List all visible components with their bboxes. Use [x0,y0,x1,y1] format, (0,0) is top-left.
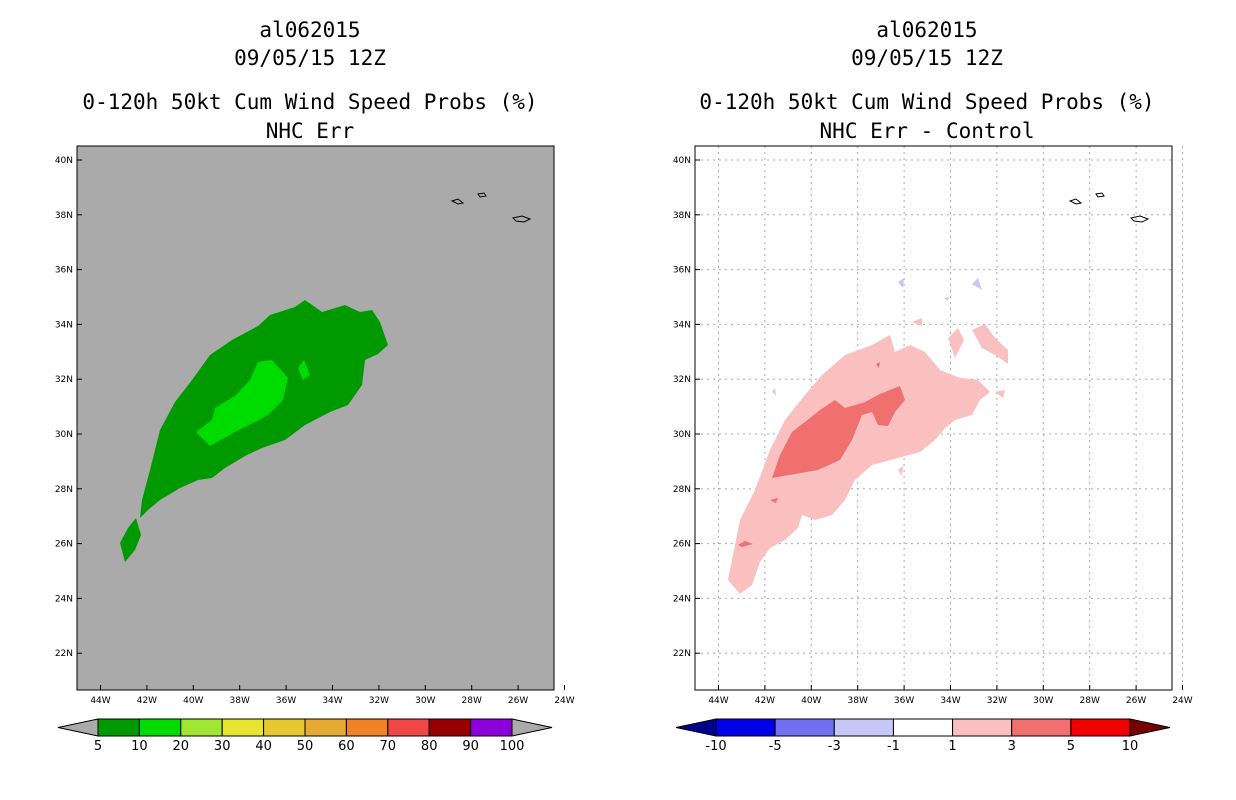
left-ytick-label: 26N [55,540,73,550]
left-xtick-label: 30W [415,696,435,706]
left-island-2 [477,192,487,198]
right-colorbar-swatch [1070,718,1131,737]
right-ytick-label: 26N [673,540,691,550]
left-xtick-label: 36W [276,696,296,706]
left-xtick-label: 24W [554,696,574,706]
right-colorbar-swatch [774,718,835,737]
right-xtick-label: 40W [801,696,821,706]
left-storm-id: al062015 [259,18,361,42]
left-colorbar-label: 10 [131,739,148,754]
left-island-1 [450,198,465,205]
right-map-frame [694,145,1173,691]
left-ytick-label: 30N [55,430,73,440]
right-xtick-label: 38W [848,696,868,706]
right-colorbar-swatch [892,718,954,737]
left-subtitle: NHC Err [265,119,355,143]
right-storm-id: al062015 [876,18,978,42]
right-xtick-label: 44W [708,696,728,706]
right-colorbar-label: 5 [1067,739,1075,754]
left-map-frame [76,145,555,691]
right-xtick-label: 42W [755,696,775,706]
left-colorbar-label: 100 [500,739,525,754]
right-ytick-label: 40N [673,156,691,166]
left-prob-contour-10 [196,360,310,446]
right-colorbar-label: -3 [828,739,841,754]
right-diff-contour-3 [738,362,905,547]
right-island-2 [1095,192,1105,198]
left-ytick-label: 34N [55,320,73,330]
right-product-title: 0-120h 50kt Cum Wind Speed Probs (%) [699,90,1155,114]
left-ytick-label: 22N [55,649,73,659]
right-datetime: 09/05/15 12Z [851,46,1003,70]
right-ytick-label: 24N [673,594,691,604]
left-datetime: 09/05/15 12Z [234,46,386,70]
left-colorbar-label: 20 [173,739,190,754]
right-xtick-label: 32W [987,696,1007,706]
left-xtick-label: 26W [508,696,528,706]
right-colorbar-swatch [715,718,776,737]
right-island-1 [1068,198,1083,205]
left-product-title: 0-120h 50kt Cum Wind Speed Probs (%) [82,90,538,114]
right-colorbar-swatch [833,718,894,737]
left-ytick-label: 32N [55,375,73,385]
right-ytick-label: 32N [673,375,691,385]
left-colorbar-label: 80 [421,739,438,754]
left-colorbar-label: 60 [338,739,355,754]
right-ytick-label: 36N [673,266,691,276]
left-colorbar-label: 5 [94,739,102,754]
right-island-3 [1130,215,1150,223]
right-xtick-label: 36W [894,696,914,706]
left-xtick-label: 42W [137,696,157,706]
right-xtick-label: 30W [1033,696,1053,706]
right-colorbar-label: 1 [948,739,956,754]
right-ytick-label: 30N [673,430,691,440]
right-xtick-label: 28W [1080,696,1100,706]
left-prob-contour-5 [120,300,388,562]
right-xtick-label: 24W [1172,696,1192,706]
right-colorbar-label: -10 [705,739,726,754]
left-xtick-label: 38W [230,696,250,706]
left-xtick-label: 40W [183,696,203,706]
left-xtick-label: 28W [462,696,482,706]
left-colorbar-label: 40 [255,739,272,754]
right-colorbar-under [675,718,717,737]
left-ytick-label: 24N [55,594,73,604]
right-ytick-label: 34N [673,320,691,330]
right-subtitle: NHC Err - Control [819,119,1035,143]
right-colorbar-swatch [952,718,1013,737]
right-diff-contour-1 [728,318,1008,594]
left-ytick-label: 36N [55,266,73,276]
right-colorbar-label: -5 [769,739,782,754]
right-ytick-label: 28N [673,485,691,495]
right-colorbar-swatch [1011,718,1072,737]
right-ytick-label: 22N [673,649,691,659]
right-xtick-label: 26W [1126,696,1146,706]
left-xtick-label: 34W [322,696,342,706]
left-colorbar-label: 30 [214,739,231,754]
right-ytick-label: 38N [673,211,691,221]
left-ytick-label: 28N [55,485,73,495]
right-colorbar-over [1129,718,1171,737]
left-colorbar-label: 70 [380,739,397,754]
left-colorbar-label: 90 [462,739,479,754]
left-colorbar-over [511,718,553,737]
left-ytick-label: 40N [55,156,73,166]
left-xtick-label: 32W [369,696,389,706]
left-ytick-label: 38N [55,211,73,221]
left-island-3 [512,215,532,223]
right-colorbar-label: 3 [1008,739,1016,754]
left-xtick-label: 44W [90,696,110,706]
left-colorbar-label: 50 [297,739,314,754]
right-colorbar-label: -1 [887,739,900,754]
right-xtick-label: 34W [940,696,960,706]
right-colorbar-label: 10 [1122,739,1139,754]
